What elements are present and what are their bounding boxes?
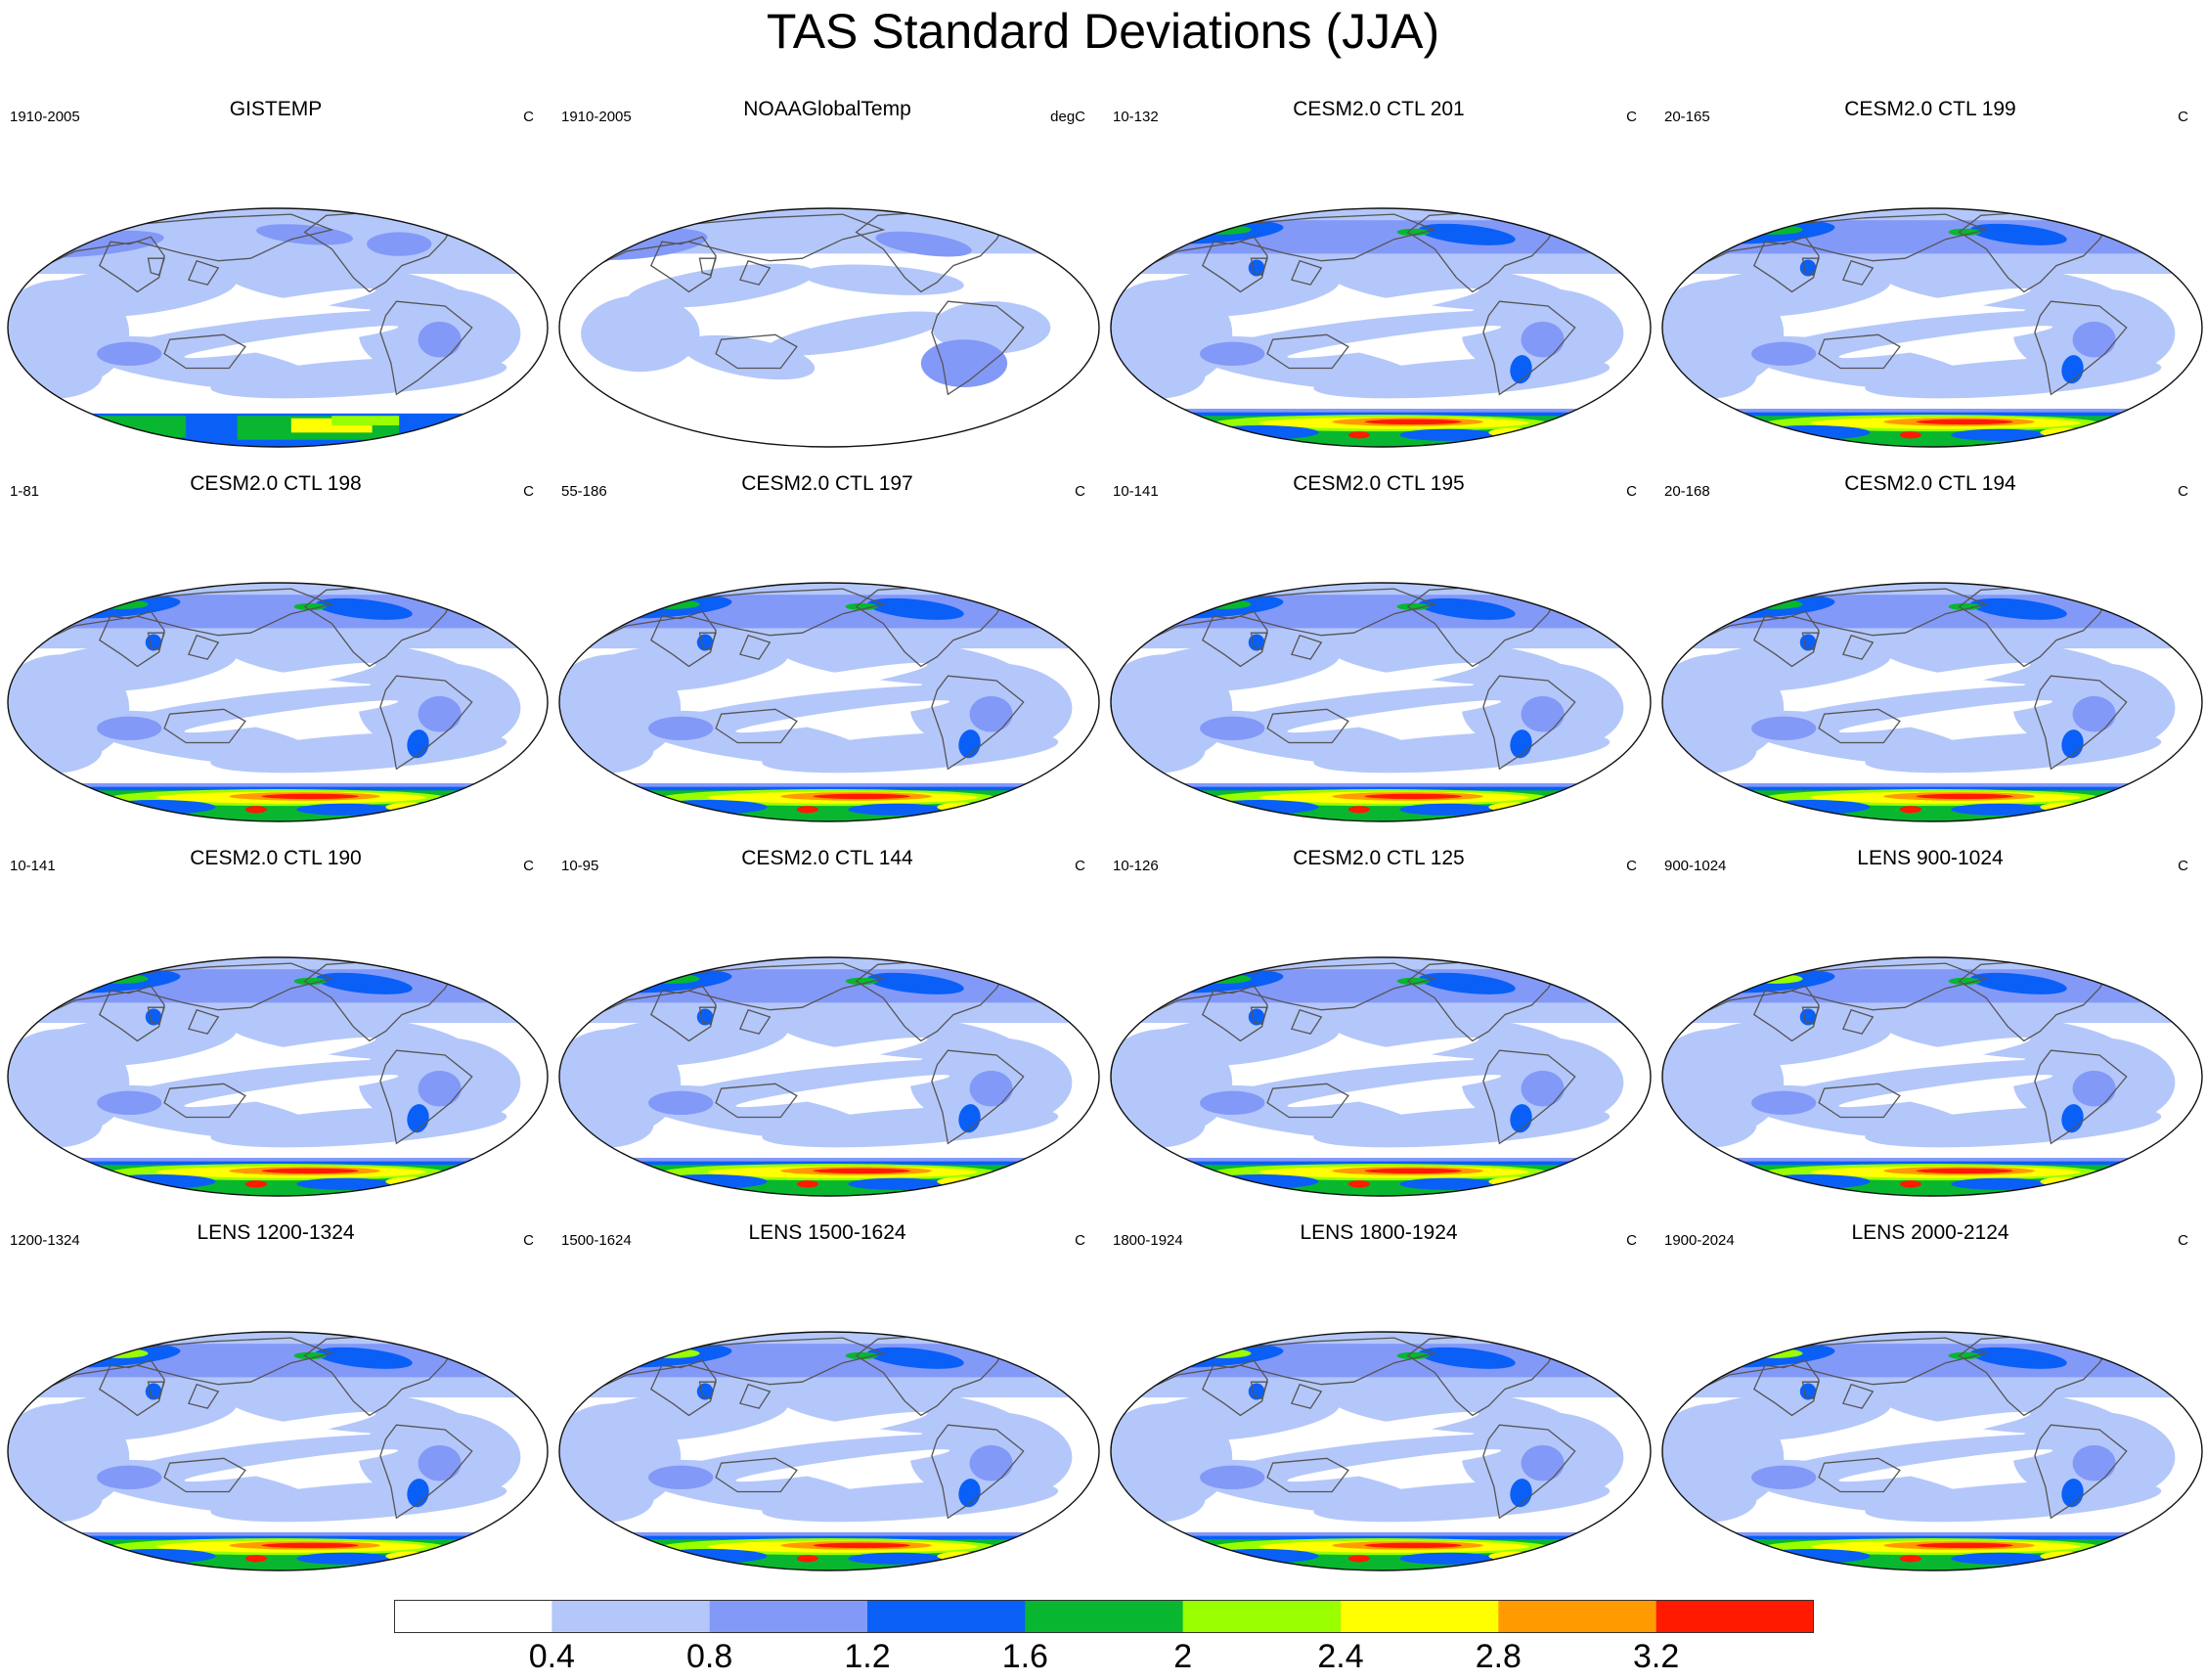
panel-title: LENS 2000-2124 xyxy=(1851,1221,2009,1244)
panel-title: CESM2.0 CTL 144 xyxy=(741,847,913,869)
map-panel: CESM2.0 CTL 125 10-126 C xyxy=(1103,832,1654,1214)
map-panel: CESM2.0 CTL 199 20-165 C xyxy=(1654,83,2206,464)
panel-units: C xyxy=(1626,483,1637,500)
map-panel: CESM2.0 CTL 195 10-141 C xyxy=(1103,458,1654,839)
panel-units: C xyxy=(1626,1232,1637,1249)
color-swatch xyxy=(709,1600,868,1633)
panel-years: 900-1024 xyxy=(1664,858,1727,874)
color-scale-label: 1.6 xyxy=(1001,1638,1048,1675)
map-panel: LENS 900-1024 900-1024 C xyxy=(1654,832,2206,1214)
panel-years: 20-165 xyxy=(1664,109,1710,125)
color-scale-label: 2.4 xyxy=(1317,1638,1364,1675)
map-panel: NOAAGlobalTemp 1910-2005 degC xyxy=(552,83,1103,464)
panel-years: 10-95 xyxy=(561,858,599,874)
map-panel: LENS 1800-1924 1800-1924 C xyxy=(1103,1207,1654,1588)
panel-units: C xyxy=(1075,858,1085,874)
panel-units: degC xyxy=(1050,109,1085,125)
panel-title: LENS 1200-1324 xyxy=(197,1221,355,1244)
figure-title: TAS Standard Deviations (JJA) xyxy=(766,4,1440,59)
panel-title: LENS 1800-1924 xyxy=(1300,1221,1458,1244)
map-panel: CESM2.0 CTL 201 10-132 C xyxy=(1103,83,1654,464)
panel-years: 1-81 xyxy=(10,483,40,500)
color-swatch xyxy=(394,1600,552,1633)
panel-years: 10-141 xyxy=(1113,483,1159,500)
panel-title: CESM2.0 CTL 194 xyxy=(1844,472,2016,495)
world-map xyxy=(1661,1331,2203,1571)
map-panel: CESM2.0 CTL 198 1-81 C xyxy=(0,458,552,839)
panel-years: 1500-1624 xyxy=(561,1232,632,1249)
panel-units: C xyxy=(2178,483,2188,500)
world-map xyxy=(1661,207,2203,448)
panel-title: CESM2.0 CTL 199 xyxy=(1844,98,2016,120)
panel-units: C xyxy=(1626,858,1637,874)
panel-title: NOAAGlobalTemp xyxy=(743,98,911,120)
color-scale-label: 1.2 xyxy=(844,1638,891,1675)
map-panel: LENS 1200-1324 1200-1324 C xyxy=(0,1207,552,1588)
world-map xyxy=(558,582,1100,822)
panel-years: 10-132 xyxy=(1113,109,1159,125)
world-map xyxy=(7,1331,549,1571)
color-scale-label: 0.4 xyxy=(528,1638,575,1675)
panel-title: CESM2.0 CTL 201 xyxy=(1293,98,1465,120)
world-map xyxy=(7,207,549,448)
map-panel: CESM2.0 CTL 144 10-95 C xyxy=(552,832,1103,1214)
color-scale-label: 0.8 xyxy=(686,1638,733,1675)
color-swatch xyxy=(867,1600,1026,1633)
panel-years: 1800-1924 xyxy=(1113,1232,1183,1249)
panel-years: 1910-2005 xyxy=(10,109,80,125)
panel-years: 10-126 xyxy=(1113,858,1159,874)
color-swatch xyxy=(1182,1600,1342,1633)
color-swatch xyxy=(1655,1600,1814,1633)
panel-units: C xyxy=(523,1232,534,1249)
panel-years: 1910-2005 xyxy=(561,109,632,125)
panel-title: LENS 1500-1624 xyxy=(748,1221,906,1244)
map-panel: CESM2.0 CTL 194 20-168 C xyxy=(1654,458,2206,839)
map-panel: CESM2.0 CTL 190 10-141 C xyxy=(0,832,552,1214)
panel-title: GISTEMP xyxy=(229,98,323,120)
map-panel: LENS 1500-1624 1500-1624 C xyxy=(552,1207,1103,1588)
world-map xyxy=(1661,582,2203,822)
panel-years: 1900-2024 xyxy=(1664,1232,1735,1249)
color-swatch xyxy=(1498,1600,1657,1633)
color-scale-label: 2 xyxy=(1173,1638,1193,1675)
world-map xyxy=(558,1331,1100,1571)
color-swatch xyxy=(1341,1600,1499,1633)
world-map xyxy=(558,956,1100,1197)
panel-title: CESM2.0 CTL 198 xyxy=(190,472,362,495)
world-map xyxy=(7,582,549,822)
panel-units: C xyxy=(1626,109,1637,125)
color-swatch xyxy=(1025,1600,1184,1633)
panel-units: C xyxy=(523,109,534,125)
panel-years: 20-168 xyxy=(1664,483,1710,500)
panel-units: C xyxy=(523,483,534,500)
panel-title: CESM2.0 CTL 190 xyxy=(190,847,362,869)
panel-units: C xyxy=(2178,1232,2188,1249)
color-scale-bar xyxy=(394,1600,1814,1633)
color-scale-label: 3.2 xyxy=(1633,1638,1680,1675)
panel-units: C xyxy=(1075,483,1085,500)
map-panel: CESM2.0 CTL 197 55-186 C xyxy=(552,458,1103,839)
panel-years: 10-141 xyxy=(10,858,56,874)
map-panel: LENS 2000-2124 1900-2024 C xyxy=(1654,1207,2206,1588)
panel-units: C xyxy=(523,858,534,874)
panel-title: LENS 900-1024 xyxy=(1857,847,2004,869)
world-map xyxy=(1661,956,2203,1197)
panel-units: C xyxy=(1075,1232,1085,1249)
world-map xyxy=(7,956,549,1197)
panel-title: CESM2.0 CTL 197 xyxy=(741,472,913,495)
world-map xyxy=(1110,1331,1652,1571)
color-swatch xyxy=(552,1600,711,1633)
panel-units: C xyxy=(2178,858,2188,874)
panel-years: 55-186 xyxy=(561,483,607,500)
panel-title: CESM2.0 CTL 125 xyxy=(1293,847,1465,869)
panel-years: 1200-1324 xyxy=(10,1232,80,1249)
panel-title: CESM2.0 CTL 195 xyxy=(1293,472,1465,495)
map-panel: GISTEMP 1910-2005 C xyxy=(0,83,552,464)
world-map xyxy=(1110,207,1652,448)
world-map xyxy=(1110,956,1652,1197)
world-map xyxy=(1110,582,1652,822)
world-map xyxy=(558,207,1100,448)
color-scale-label: 2.8 xyxy=(1475,1638,1522,1675)
panel-units: C xyxy=(2178,109,2188,125)
